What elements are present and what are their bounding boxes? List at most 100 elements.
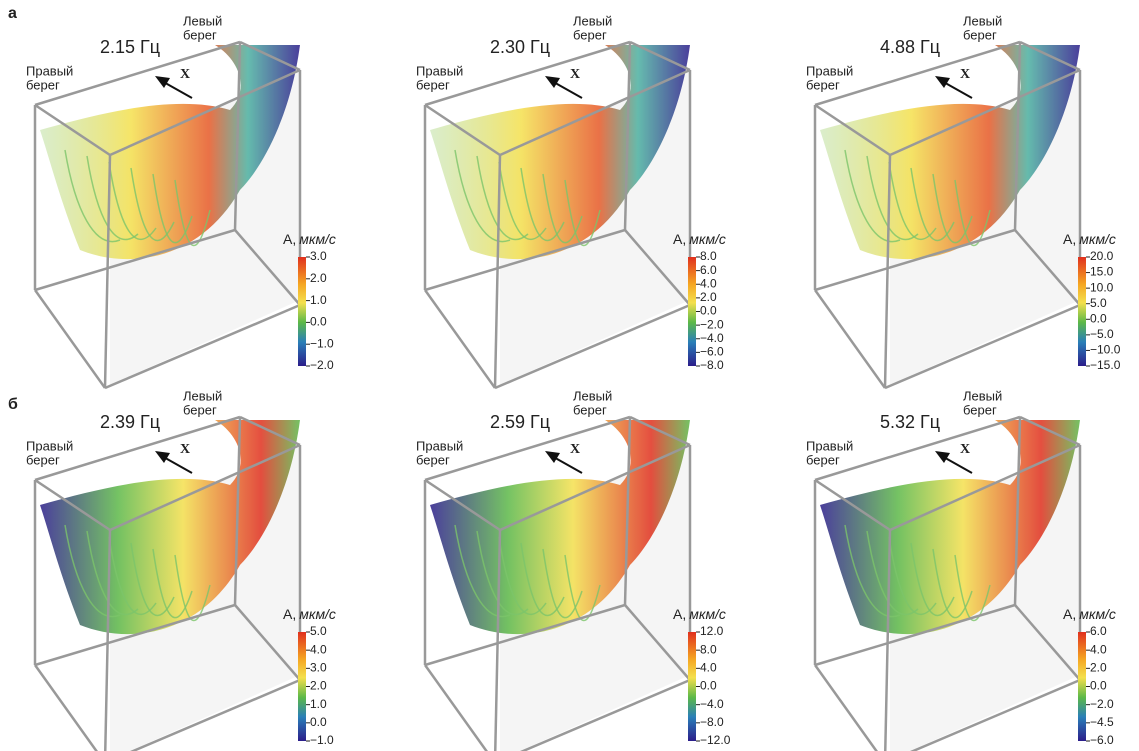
left-bank: Левый (573, 13, 612, 28)
left-bank: берег (183, 402, 217, 417)
colorbar-tick-label: −6.0 (700, 345, 724, 359)
right-bank: берег (416, 77, 450, 92)
row-label: а (8, 5, 17, 22)
frequency: 5.32 Гц (880, 412, 940, 432)
unit-symbol: А, (283, 606, 296, 622)
panel: X2.15 ГцЛевыйберегПравыйберегА,мкм/с3.02… (26, 13, 336, 388)
panel: X4.88 ГцЛевыйберегПравыйберегА,мкм/с20.0… (806, 13, 1121, 388)
colorbar-tick-label: −4.5 (1090, 715, 1114, 729)
colorbar-tick-label: −2.0 (310, 358, 334, 372)
colorbar (688, 257, 696, 366)
frequency: 4.88 Гц (880, 37, 940, 57)
x-arrowhead (545, 76, 560, 88)
colorbar-tick-label: 0.0 (1090, 679, 1107, 693)
colorbar-tick-label: 6.0 (1090, 624, 1107, 638)
axis-label: X (960, 442, 970, 457)
x-arrowhead (545, 451, 560, 463)
unit-symbol: А, (1063, 231, 1076, 247)
panel: X2.39 ГцЛевыйберегПравыйберегА,мкм/с5.04… (26, 388, 336, 751)
unit: мкм/с (689, 606, 726, 622)
colorbar-tick-label: −10.0 (1090, 343, 1121, 357)
colorbar-tick-label: 2.0 (310, 679, 327, 693)
left-bank: берег (963, 27, 997, 42)
left-bank: берег (573, 402, 607, 417)
colorbar (1078, 632, 1086, 741)
axis-label: X (180, 67, 190, 82)
colorbar-title: А,мкм/с (673, 606, 726, 622)
right-bank: Правый (806, 63, 853, 78)
unit: мкм/с (689, 231, 726, 247)
colorbar-tick-label: −4.0 (700, 331, 724, 345)
colorbar-tick-label: 10.0 (1090, 280, 1114, 294)
figure: аX2.15 ГцЛевыйберегПравыйберегА,мкм/с3.0… (0, 0, 1139, 751)
right-bank: берег (806, 452, 840, 467)
frequency: 2.39 Гц (100, 412, 160, 432)
colorbar-tick-label: 2.0 (700, 290, 717, 304)
colorbar-tick-label: −15.0 (1090, 358, 1121, 372)
colorbar-tick-label: −1.0 (310, 336, 334, 350)
colorbar-tick-label: −4.0 (700, 697, 724, 711)
x-arrowhead (155, 451, 170, 463)
right-bank: берег (26, 77, 60, 92)
colorbar-tick-label: 0.0 (310, 715, 327, 729)
colorbar-title: А,мкм/с (283, 231, 336, 247)
left-bank: Левый (183, 13, 222, 28)
unit-symbol: А, (1063, 606, 1076, 622)
left-bank: берег (963, 402, 997, 417)
panel: X2.30 ГцЛевыйберегПравыйберегА,мкм/с8.06… (416, 13, 726, 388)
unit: мкм/с (1079, 231, 1116, 247)
unit-symbol: А, (673, 231, 686, 247)
frequency: 2.59 Гц (490, 412, 550, 432)
colorbar-tick-label: 3.0 (310, 249, 327, 263)
box-edge (35, 290, 105, 388)
colorbar-tick-label: −8.0 (700, 715, 724, 729)
frequency: 2.15 Гц (100, 37, 160, 57)
colorbar-tick-label: 8.0 (700, 642, 717, 656)
colorbar (1078, 257, 1086, 366)
colorbar-tick-label: 5.0 (1090, 296, 1107, 310)
right-bank: Правый (26, 438, 73, 453)
left-bank: Левый (963, 388, 1002, 403)
colorbar-tick-label: −12.0 (700, 733, 731, 747)
colorbar-title: А,мкм/с (673, 231, 726, 247)
unit-symbol: А, (673, 606, 686, 622)
colorbar-tick-label: 0.0 (700, 304, 717, 318)
right-bank: берег (416, 452, 450, 467)
right-bank: Правый (806, 438, 853, 453)
unit: мкм/с (1079, 606, 1116, 622)
unit: мкм/с (299, 606, 336, 622)
frequency: 2.30 Гц (490, 37, 550, 57)
left-bank: Левый (573, 388, 612, 403)
right-bank: берег (806, 77, 840, 92)
colorbar-tick-label: 20.0 (1090, 249, 1114, 263)
colorbar-title: А,мкм/с (283, 606, 336, 622)
box-edge (815, 665, 885, 751)
colorbar-title: А,мкм/с (1063, 231, 1116, 247)
x-arrowhead (155, 76, 170, 88)
right-bank: Правый (26, 63, 73, 78)
colorbar-tick-label: −2.0 (1090, 697, 1114, 711)
right-bank: Правый (416, 63, 463, 78)
x-arrowhead (935, 76, 950, 88)
box-edge (425, 290, 495, 388)
colorbar-tick-label: 4.0 (1090, 642, 1107, 656)
colorbar-tick-label: 4.0 (700, 276, 717, 290)
colorbar-tick-label: −2.0 (700, 317, 724, 331)
colorbar-tick-label: 12.0 (700, 624, 724, 638)
left-bank: Левый (183, 388, 222, 403)
colorbar-tick-label: −8.0 (700, 358, 724, 372)
colorbar (298, 632, 306, 741)
colorbar-tick-label: 1.0 (310, 293, 327, 307)
row-label: б (8, 396, 18, 413)
axis-label: X (960, 67, 970, 82)
colorbar-tick-label: −1.0 (310, 733, 334, 747)
axis-label: X (180, 442, 190, 457)
colorbar-title: А,мкм/с (1063, 606, 1116, 622)
colorbar-tick-label: 15.0 (1090, 265, 1114, 279)
left-bank: Левый (963, 13, 1002, 28)
colorbar-tick-label: 1.0 (310, 697, 327, 711)
panel: X2.59 ГцЛевыйберегПравыйберегА,мкм/с12.0… (416, 388, 731, 751)
colorbar-tick-label: 5.0 (310, 624, 327, 638)
colorbar-tick-label: 4.0 (700, 661, 717, 675)
box-edge (815, 290, 885, 388)
